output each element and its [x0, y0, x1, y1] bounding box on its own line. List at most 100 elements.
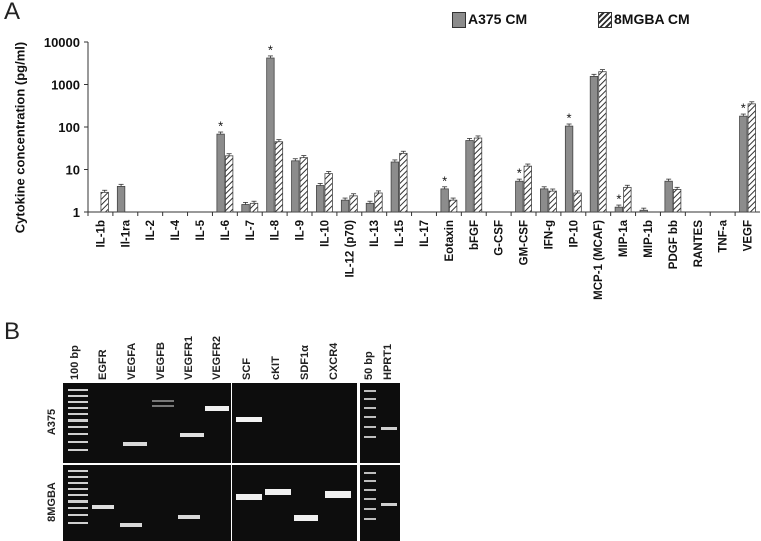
x-tick-label: PDGF bb: [668, 220, 680, 269]
x-tick-label: GM-CSF: [519, 220, 531, 265]
significance-marker: *: [517, 166, 522, 181]
bar-8mgba-gm-csf: [523, 165, 532, 213]
x-tick-label: IL-17: [419, 220, 431, 247]
bar-8mgba-il-6: [224, 155, 234, 213]
bar-8mgba-mcp-1-mcaf-: [598, 71, 607, 213]
cytokine-bar-chart: 1 10 100 1000 10000 IL-1b Il-1ra IL-2 IL-4 IL-5 *…: [44, 35, 760, 300]
x-tick-label: IL-4: [170, 219, 182, 240]
lane-label-50bp: 50 bp: [363, 351, 375, 380]
bar-8mgba-bfgf: [473, 137, 483, 213]
bar-8mgba-ifn-g: [548, 190, 557, 213]
bar-8mgba-il-7: [249, 202, 259, 213]
y-tick-label: 1: [73, 205, 80, 220]
bar-a375-il-8: [266, 57, 275, 213]
gel-8mgba-right: [360, 465, 400, 541]
bar-8mgba-il-9: [299, 157, 308, 213]
bar-a375-il-13: [365, 202, 375, 213]
bar-8mgba-ip-10: [573, 192, 582, 213]
x-tick-label: IL-6: [220, 220, 232, 240]
significance-marker: *: [442, 173, 447, 188]
x-tick-label: IP-10: [568, 220, 580, 248]
x-tick-label: IL-8: [270, 219, 282, 240]
x-tick-label: IL-15: [394, 219, 406, 246]
lane-label-egfr: EGFR: [97, 349, 109, 380]
x-tick-label: MCP-1 (MCAF): [593, 220, 605, 300]
x-tick-label: IL-7: [245, 220, 257, 240]
gel-8mgba-left: [63, 465, 231, 541]
row-label-a375: A375: [46, 408, 58, 436]
x-tick-label: RANTES: [693, 220, 705, 268]
bar-a375-il-10: [316, 185, 325, 213]
significance-marker: *: [616, 192, 621, 207]
bar-a375-ifn-g: [540, 188, 549, 213]
x-tick-label: IL-5: [195, 219, 207, 240]
bar-a375-il-15: [390, 161, 400, 213]
bar-a375-gm-csf: [515, 180, 524, 213]
bar-a375-il-1ra: [116, 186, 126, 213]
x-tick-label: bFGF: [469, 220, 481, 250]
lane-label-scf: SCF: [241, 358, 253, 380]
bar-a375-bfgf: [465, 140, 474, 213]
legend-label-8mgba: 8MGBA CM: [614, 11, 690, 27]
significance-marker: *: [567, 111, 572, 126]
bar-a375-il-9: [291, 160, 300, 213]
bar-8mgba-il-12-p70-: [349, 195, 358, 213]
legend-swatch-8mgba: [598, 12, 612, 28]
panel-a-letter: A: [4, 0, 21, 25]
significance-marker: *: [741, 101, 746, 116]
bar-a375-il-7: [241, 204, 250, 213]
gel-a375-mid: [232, 383, 357, 463]
x-tick-label: Eotaxin: [444, 220, 456, 262]
bar-a375-mcp-1-mcaf-: [589, 76, 599, 213]
lane-label-vegfb: VEGFB: [155, 342, 167, 380]
y-tick-label: 10000: [44, 35, 80, 50]
significance-marker: *: [268, 42, 273, 57]
bar-8mgba-il-8: [274, 141, 284, 213]
x-tick-label: IL-12 (p70): [344, 220, 356, 278]
lane-label-vegfr1: VEGFR1: [183, 335, 195, 380]
bar-8mgba-il-13: [374, 192, 383, 213]
bar-a375-pdgf-bb: [664, 180, 673, 213]
x-tick-label: IL-9: [295, 220, 307, 240]
bar-a375-il-6: [216, 133, 225, 213]
bar-a375-mip-1b: [639, 209, 648, 213]
lane-label-ckit: cKIT: [270, 356, 282, 380]
x-tick-label: Il-1ra: [120, 219, 132, 247]
bar-8mgba-eotaxin: [448, 199, 458, 213]
significance-marker: *: [218, 119, 223, 134]
x-tick-label: IFN-g: [543, 220, 555, 249]
legend-label-a375: A375 CM: [468, 11, 528, 27]
x-tick-label: MIP-1a: [618, 219, 630, 257]
lane-label-vegfr2: VEGFR2: [211, 335, 223, 380]
bar-8mgba-il-10: [324, 173, 333, 213]
gel-8mgba-mid: [232, 465, 357, 541]
bar-8mgba-vegf: [747, 103, 756, 213]
x-tick-label: IL-2: [145, 220, 157, 240]
x-tick-label: G-CSF: [494, 220, 506, 256]
row-label-8mgba: 8MGBA: [46, 482, 58, 522]
x-tick-label: VEGF: [743, 220, 755, 251]
bar-8mgba-il-15: [399, 152, 408, 213]
lane-label-hprt1: HPRT1: [382, 343, 394, 380]
y-axis-label: Cytokine concentration (pg/ml): [12, 41, 28, 234]
lane-label-cxcr4: CXCR4: [328, 342, 340, 380]
y-tick-label: 100: [58, 120, 80, 135]
bar-a375-mip-1a: [614, 206, 624, 213]
lane-label-sdf1a: SDF1α: [299, 345, 311, 380]
bar-8mgba-il-1b: [100, 191, 109, 213]
lane-label-100bp: 100 bp: [69, 345, 81, 380]
bar-a375-eotaxin: [440, 188, 449, 213]
lane-label-vegfa: VEGFA: [126, 342, 138, 380]
bar-a375-ip-10: [564, 125, 574, 213]
x-tick-label: TNF-a: [718, 219, 730, 252]
gel-a375-left: [63, 383, 231, 463]
bar-a375-il-12-p70-: [340, 199, 350, 213]
y-tick-label: 1000: [51, 78, 80, 93]
y-tick-label: 10: [66, 163, 80, 178]
x-tick-label: IL-1b: [95, 220, 107, 247]
bar-a375-vegf: [739, 115, 748, 213]
legend-swatch-a375: [452, 12, 466, 28]
gel-a375-right: [360, 383, 400, 463]
bar-8mgba-pdgf-bb: [672, 189, 682, 213]
panel-b-letter: B: [4, 318, 21, 345]
